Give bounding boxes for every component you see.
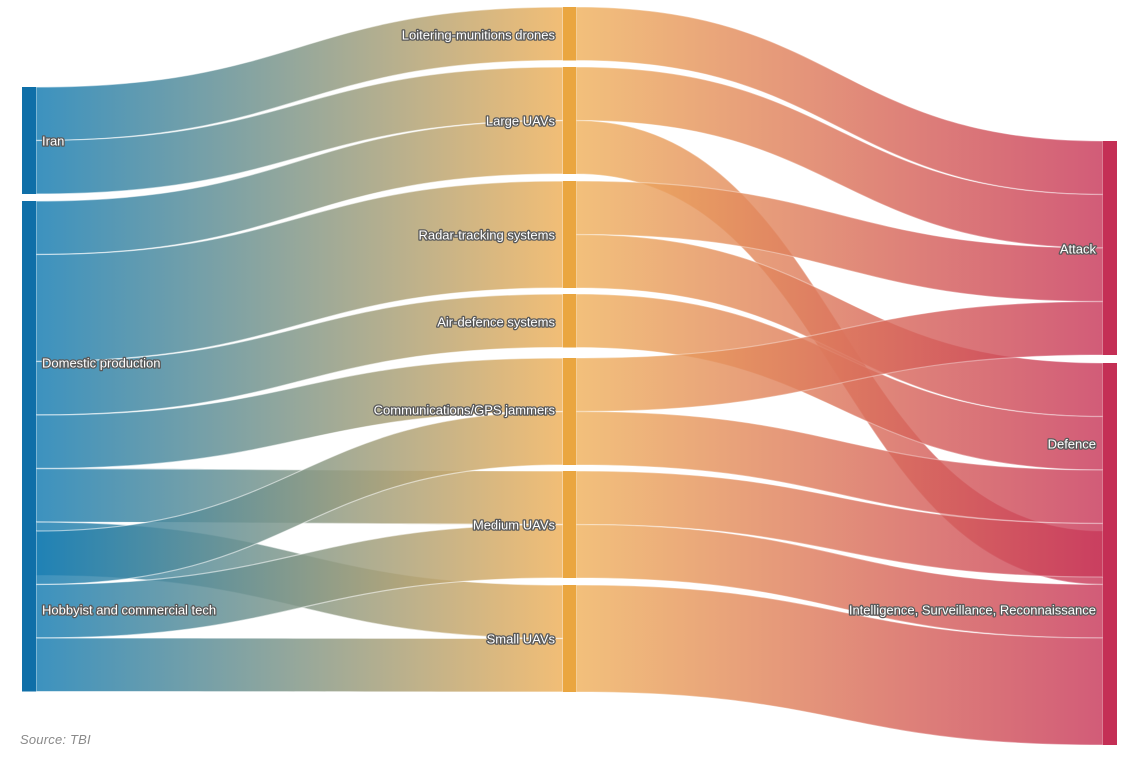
node-bar-iran (22, 87, 36, 194)
node-label-medium-uavs: Medium UAVs (473, 517, 556, 532)
node-label-air-defence-systems: Air-defence systems (437, 314, 555, 329)
node-bar-small-uavs (563, 585, 576, 692)
node-label-communications-gps-jammers: Communications/GPS jammers (374, 402, 556, 417)
node-bar-medium-uavs (563, 471, 576, 578)
node-label-defence: Defence (1048, 436, 1096, 451)
node-bar-attack (1103, 141, 1117, 355)
node-labels: Iran Domestic production Hobbyist and comm… (41, 26, 1098, 648)
node-bar-intelligence-surveillance-reconnaissance (1103, 531, 1117, 745)
node-label-attack: Attack (1060, 241, 1097, 256)
node-label-large-uavs: Large UAVs (486, 113, 556, 128)
node-bar-radar-tracking-systems (563, 181, 576, 288)
links-right (575, 6, 1104, 746)
node-bar-hobbyist-and-commercial-tech (22, 531, 36, 692)
links-left (35, 6, 564, 693)
node-bar-communications-gps-jammers (563, 358, 576, 465)
node-label-radar-tracking-systems: Radar-tracking systems (418, 227, 555, 242)
source-note: Source: TBI (20, 732, 91, 747)
node-label-iran: Iran (42, 133, 64, 148)
node-bar-large-uavs (563, 67, 576, 174)
node-bar-air-defence-systems (563, 294, 576, 348)
link-hobbyist-and-commercial-tech-to-small-uavs (35, 637, 564, 693)
node-label-loitering-munitions-drones: Loitering-munitions drones (402, 27, 556, 42)
node-label-intelligence-surveillance-reconnaissance: Intelligence, Surveillance, Reconnaissan… (849, 602, 1096, 617)
node-bars (22, 7, 1117, 745)
node-label-hobbyist-and-commercial-tech: Hobbyist and commercial tech (42, 602, 216, 617)
node-bar-defence (1103, 363, 1117, 577)
node-label-small-uavs: Small UAVs (487, 631, 556, 646)
node-bar-loitering-munitions-drones (563, 7, 576, 61)
node-label-domestic-production: Domestic production (42, 355, 161, 370)
node-bar-domestic-production (22, 201, 36, 576)
